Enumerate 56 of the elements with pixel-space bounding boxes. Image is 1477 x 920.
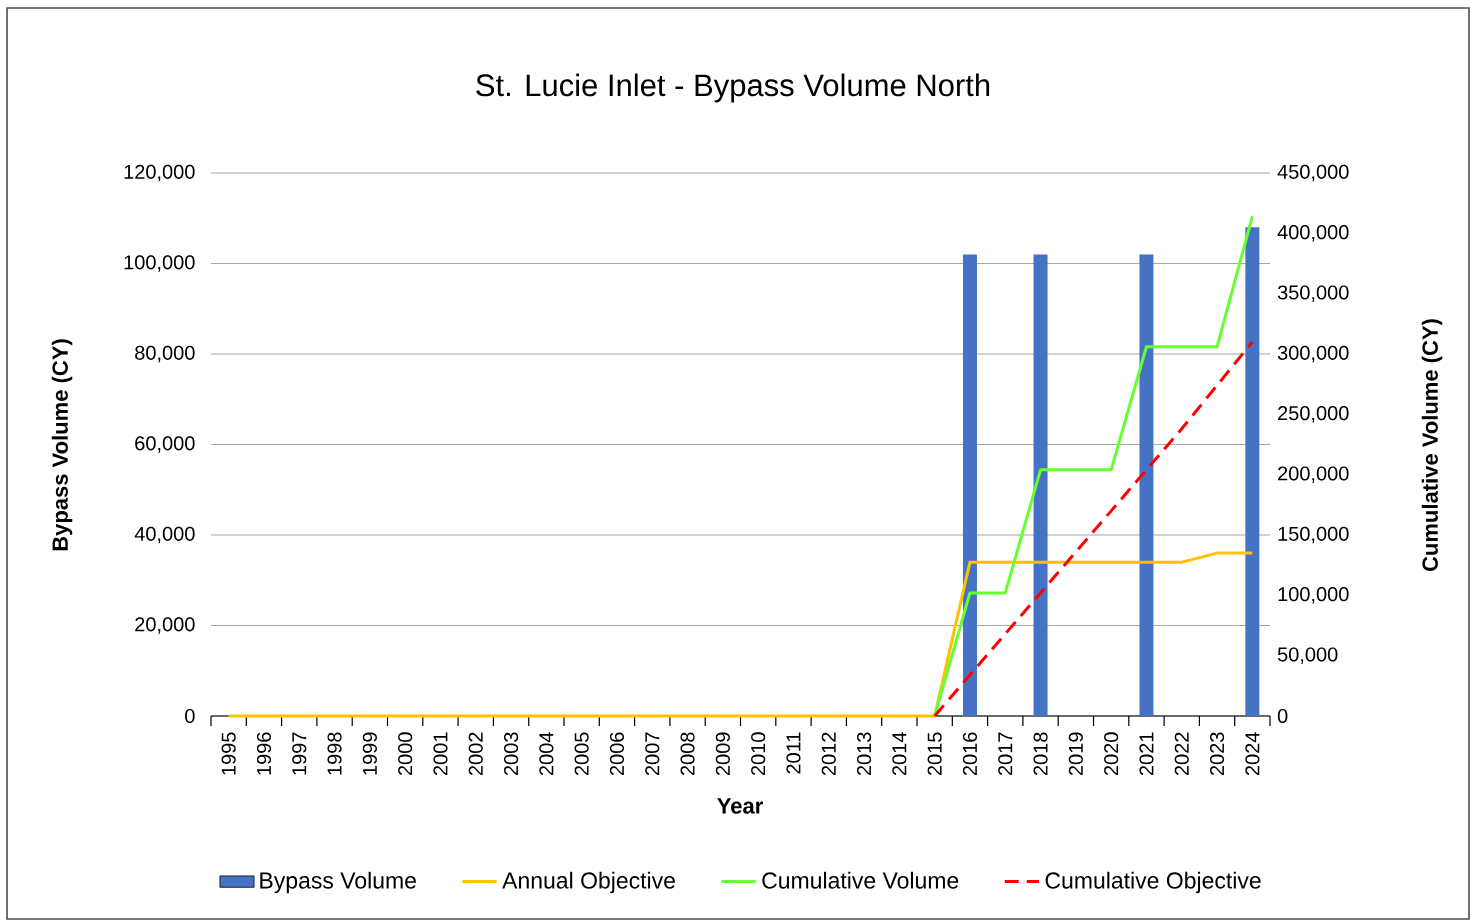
line-series <box>933 340 1254 718</box>
x-tick-label: 1997 <box>292 732 307 775</box>
y2-tick-label: 100,000 <box>1278 587 1349 604</box>
y-tick-label: 0 <box>185 708 195 724</box>
x-tick-label: 1999 <box>362 732 377 775</box>
y-tick-label: 60,000 <box>135 436 195 453</box>
x-tick-label: 2024 <box>1245 732 1260 776</box>
x-tick-label: 2014 <box>892 732 907 776</box>
x-tick-label: 2001 <box>433 732 448 776</box>
x-tick-label: 2005 <box>574 732 589 776</box>
x-tick-label: 2006 <box>609 732 625 776</box>
x-tick-label: 2004 <box>539 732 554 776</box>
x-tick-label: 2011 <box>786 732 801 774</box>
x-tick-label: 1998 <box>327 732 342 775</box>
y-tick-label: 80,000 <box>135 345 195 363</box>
y2-tick-label: 400,000 <box>1277 225 1349 242</box>
y2-tick-label: 50,000 <box>1277 647 1338 664</box>
x-tick-label: 2008 <box>680 732 695 776</box>
x-tick-label: 2016 <box>962 732 978 776</box>
y2-tick-label: 300,000 <box>1277 345 1349 363</box>
y2-axis-title: Cumulative Volume (CY) <box>1421 319 1443 571</box>
x-tick-label: 2022 <box>1174 732 1189 776</box>
y-tick-label: 120,000 <box>124 164 195 182</box>
y-tick-label: 100,000 <box>124 255 195 272</box>
y2-tick-label: 450,000 <box>1277 164 1349 182</box>
legend-label: Cumulative Objective <box>1045 871 1261 894</box>
x-tick-label: 2002 <box>468 732 483 776</box>
x-tick-label: 2003 <box>503 732 519 776</box>
x-tick-label: 2000 <box>398 732 413 776</box>
x-tick-label: 2017 <box>998 732 1013 776</box>
chart-title: St. Lucie Inlet - Bypass Volume North <box>476 73 990 103</box>
y-tick-label: 20,000 <box>135 617 195 634</box>
x-tick-label: 2019 <box>1068 732 1083 776</box>
x-tick-label: 2010 <box>751 732 766 776</box>
y2-tick-label: 150,000 <box>1278 526 1349 544</box>
y2-tick-label: 250,000 <box>1278 406 1349 423</box>
legend-label: Annual Objective <box>502 871 675 894</box>
x-tick-label: 2012 <box>821 732 836 776</box>
legend-label: Bypass Volume <box>260 871 416 894</box>
x-axis-title: Year <box>717 798 763 814</box>
x-tick-label: 2020 <box>1104 732 1119 776</box>
y2-tick-label: 200,000 <box>1278 466 1349 483</box>
x-tick-label: 2009 <box>715 732 730 776</box>
y-axis-title: Bypass Volume (CY) <box>51 339 73 551</box>
x-tick-label: 2007 <box>645 732 660 776</box>
y2-tick-label: 350,000 <box>1277 285 1349 302</box>
y-tick-label: 40,000 <box>134 526 195 544</box>
x-tick-label: 1996 <box>256 732 272 775</box>
legend-label: Cumulative Volume <box>762 871 959 889</box>
x-tick-label: 2015 <box>927 732 942 776</box>
x-tick-label: 2023 <box>1209 732 1225 776</box>
y2-tick-label: 0 <box>1277 708 1288 724</box>
x-tick-label: 2013 <box>856 732 872 776</box>
x-tick-label: 2021 <box>1139 732 1154 776</box>
x-tick-label: 2018 <box>1033 732 1048 776</box>
x-tick-label: 1995 <box>221 732 236 775</box>
